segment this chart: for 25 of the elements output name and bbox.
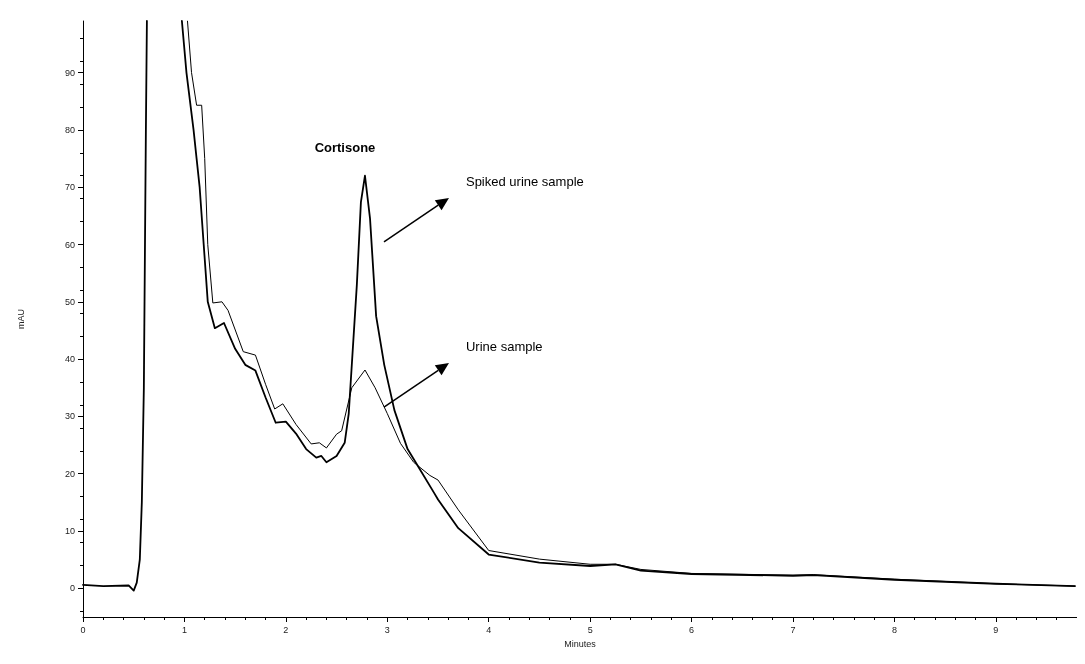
x-tick-label: 7	[790, 624, 796, 635]
x-tick-label: 5	[587, 624, 593, 635]
y-tick-label: 40	[64, 354, 75, 365]
y-tick-label: 20	[64, 468, 75, 479]
y-tick-label: 60	[64, 239, 75, 250]
y-tick-label: 10	[64, 526, 75, 537]
annotation: Cortisone	[314, 139, 376, 155]
y-tick-label: 80	[64, 124, 75, 135]
x-tick-label: 0	[80, 624, 86, 635]
y-tick-label: 70	[64, 182, 75, 193]
x-axis-title: Minutes	[564, 638, 597, 649]
y-axis-title: mAU	[15, 309, 26, 329]
x-tick-label: 4	[486, 624, 492, 635]
x-tick-label: 3	[384, 624, 390, 635]
y-tick-label: 90	[64, 67, 75, 78]
y-tick-label: 30	[64, 411, 75, 422]
x-tick-label: 2	[283, 624, 289, 635]
x-tick-label: 1	[181, 624, 187, 635]
x-tick-label: 8	[891, 624, 897, 635]
annotation: Spiked urine sample	[465, 173, 584, 189]
x-tick-label: 9	[993, 624, 999, 635]
annotation: Urine sample	[465, 339, 543, 355]
y-tick-label: 50	[64, 296, 75, 307]
y-tick-label: 0	[69, 583, 75, 594]
x-tick-label: 6	[689, 624, 695, 635]
